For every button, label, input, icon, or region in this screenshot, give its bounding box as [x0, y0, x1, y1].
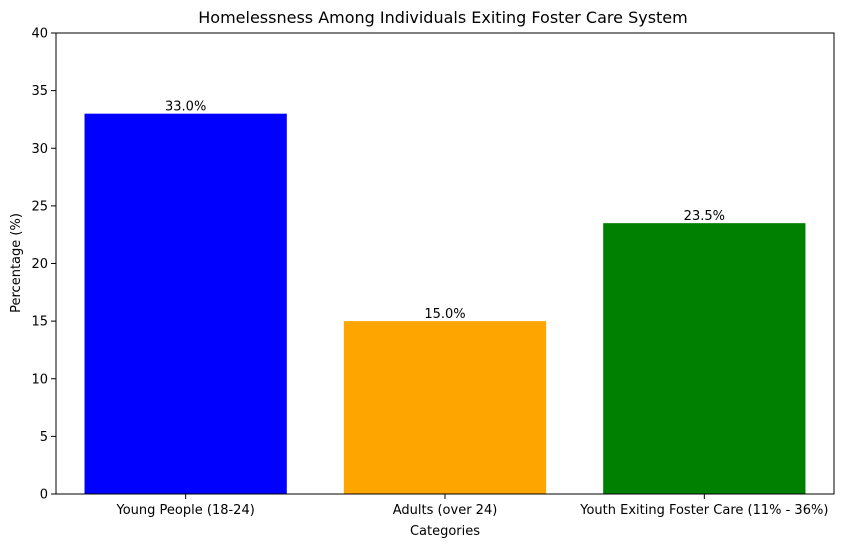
chart-title: Homelessness Among Individuals Exiting F…	[198, 8, 687, 27]
x-tick-label: Adults (over 24)	[393, 503, 498, 518]
x-tick-label: Youth Exiting Foster Care (11% - 36%)	[579, 503, 828, 518]
bar-data-label: 23.5%	[684, 209, 725, 224]
bar	[343, 321, 547, 494]
x-tick-label: Young People (18-24)	[116, 503, 255, 518]
x-axis-label: Categories	[410, 524, 480, 539]
bar-data-label: 33.0%	[165, 100, 206, 115]
y-tick-label: 0	[40, 488, 48, 503]
y-tick-label: 25	[31, 199, 48, 214]
y-tick-label: 35	[31, 84, 48, 99]
x-axis: Young People (18-24) Adults (over 24) Yout…	[116, 494, 828, 518]
bars-group	[84, 113, 806, 495]
y-tick-label: 10	[31, 372, 48, 387]
bar	[84, 113, 287, 495]
y-tick-label: 15	[31, 315, 48, 330]
plot-frame	[55, 32, 835, 495]
plot-area: 33.0% 15.0% 23.5% 0 5 10 15 20 25 30 35 40 Young P…	[31, 27, 835, 518]
y-tick-label: 20	[31, 257, 48, 272]
y-tick-label: 30	[31, 142, 48, 157]
y-tick-label: 5	[40, 430, 48, 445]
bar-data-label: 15.0%	[424, 307, 465, 322]
y-tick-label: 40	[31, 27, 48, 42]
bar	[603, 223, 806, 494]
y-axis-label: Percentage (%)	[9, 213, 24, 313]
data-labels-group: 33.0% 15.0% 23.5%	[165, 100, 725, 322]
y-axis: 0 5 10 15 20 25 30 35 40	[31, 27, 56, 503]
